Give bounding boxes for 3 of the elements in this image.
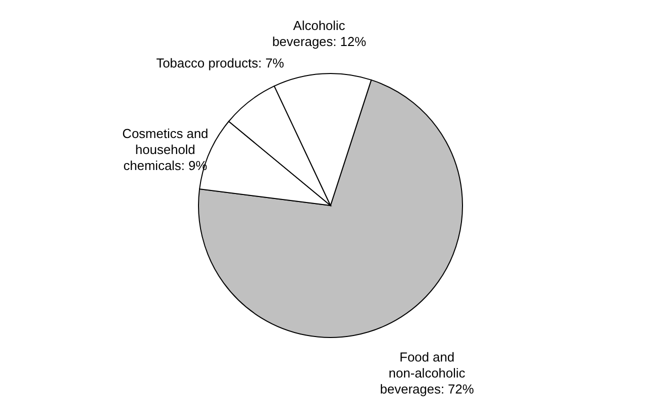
slice-label: Food and non-alcoholic beverages: 72% (380, 349, 474, 396)
slice-label: Tobacco products: 7% (156, 55, 285, 70)
slice-label: Alcoholic beverages: 12% (272, 18, 367, 49)
